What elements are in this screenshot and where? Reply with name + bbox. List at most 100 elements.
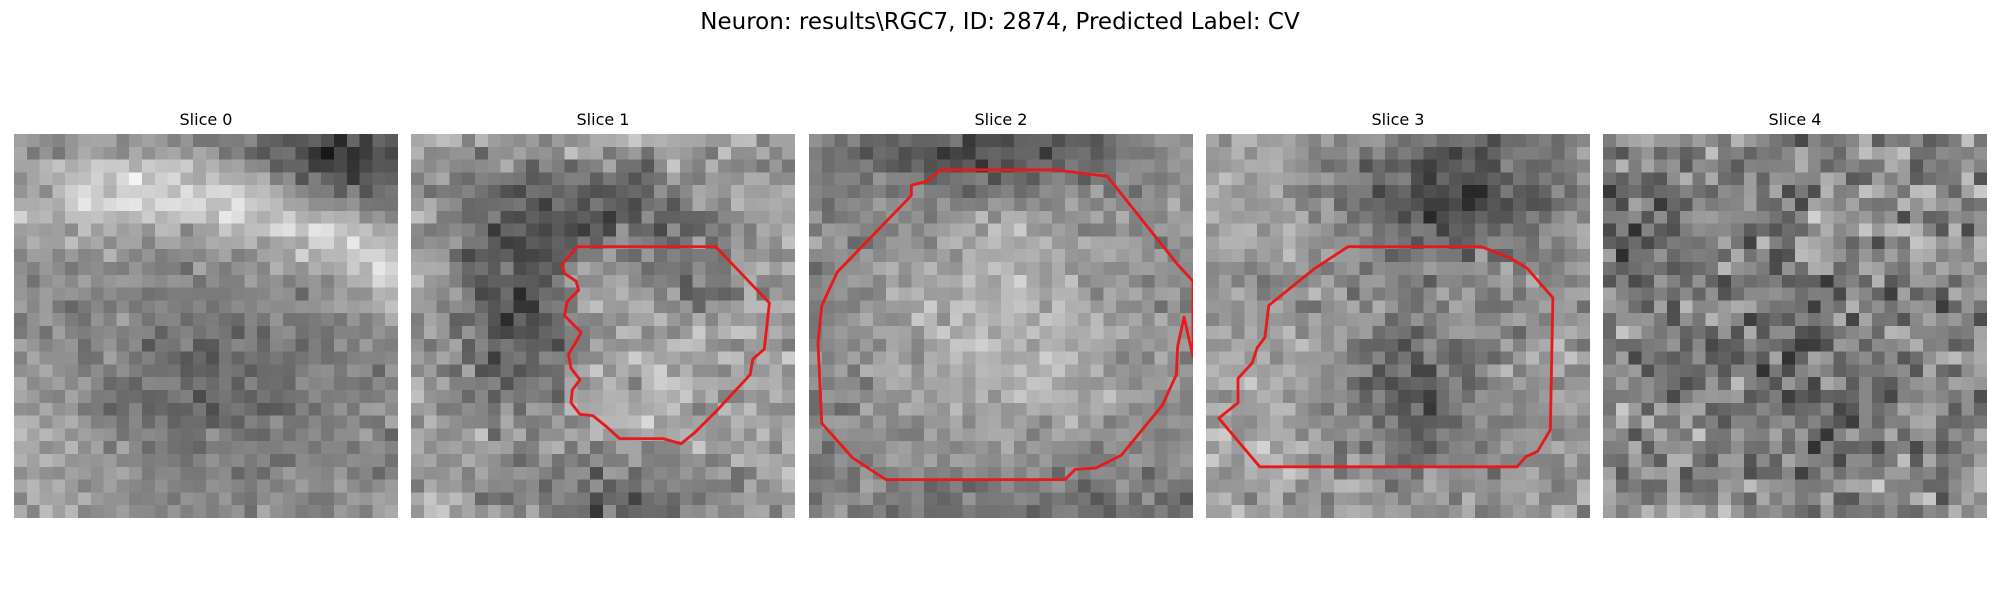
image-pixel [52,402,66,416]
image-pixel [295,326,309,340]
image-pixel [270,390,284,404]
image-pixel [1001,274,1015,288]
image-pixel [1705,300,1719,314]
image-pixel [1462,300,1476,314]
image-pixel [1782,402,1796,416]
image-pixel [1846,313,1860,327]
image-pixel [1513,402,1527,416]
image-pixel [423,390,437,404]
image-pixel [218,159,232,173]
image-pixel [937,262,951,276]
image-pixel [718,313,732,327]
image-pixel [231,390,245,404]
image-pixel [423,262,437,276]
image-pixel [834,466,848,480]
image-pixel [142,326,156,340]
image-pixel [834,402,848,416]
image-pixel [756,172,770,186]
image-pixel [924,223,938,237]
image-pixel [372,313,386,327]
image-pixel [1679,338,1693,352]
image-pixel [641,479,655,493]
image-pixel [1679,300,1693,314]
image-pixel [911,454,925,468]
image-pixel [731,441,745,455]
image-pixel [1679,185,1693,199]
image-pixel [1641,172,1655,186]
image-pixel [1756,492,1770,506]
image-pixel [718,505,732,518]
image-pixel [231,351,245,365]
image-pixel [1769,185,1783,199]
image-pixel [1782,249,1796,263]
image-pixel [142,274,156,288]
image-pixel [1948,313,1962,327]
image-pixel [1013,236,1027,250]
image-pixel [526,172,540,186]
image-pixel [1667,185,1681,199]
image-pixel [1167,364,1181,378]
image-pixel [167,185,181,199]
image-pixel [513,454,527,468]
image-pixel [1859,454,1873,468]
image-pixel [873,262,887,276]
image-pixel [898,338,912,352]
image-pixel [1270,210,1284,224]
image-pixel [1410,159,1424,173]
image-pixel [539,415,553,429]
image-pixel [475,338,489,352]
image-pixel [577,274,591,288]
image-pixel [1551,134,1565,148]
image-pixel [1398,223,1412,237]
image-pixel [1820,390,1834,404]
image-pixel [911,492,925,506]
image-pixel [1795,274,1809,288]
image-pixel [346,146,360,160]
image-pixel [860,377,874,391]
image-pixel [615,262,629,276]
image-pixel [756,454,770,468]
image-pixel [1141,428,1155,442]
image-pixel [1423,441,1437,455]
image-pixel [1487,441,1501,455]
image-pixel [1308,185,1322,199]
image-pixel [1141,441,1155,455]
image-pixel [898,377,912,391]
image-pixel [705,210,719,224]
image-pixel [654,249,668,263]
image-pixel [295,274,309,288]
image-pixel [1385,223,1399,237]
image-pixel [718,402,732,416]
image-pixel [1359,249,1373,263]
image-pixel [873,402,887,416]
image-pixel [1731,377,1745,391]
image-pixel [1359,210,1373,224]
image-pixel [1372,364,1386,378]
image-pixel [244,428,258,442]
image-pixel [1833,210,1847,224]
image-pixel [1077,390,1091,404]
slice-panel-2: Slice 2 [809,108,1193,520]
image-pixel [1795,198,1809,212]
image-pixel [487,185,501,199]
image-pixel [1692,300,1706,314]
image-pixel [1039,249,1053,263]
image-pixel [270,223,284,237]
image-pixel [1679,249,1693,263]
image-pixel [1513,300,1527,314]
image-pixel [359,505,373,518]
image-pixel [551,338,565,352]
image-pixel [539,313,553,327]
image-pixel [1001,313,1015,327]
image-pixel [78,210,92,224]
image-pixel [1795,402,1809,416]
image-pixel [1859,390,1873,404]
image-pixel [924,146,938,160]
image-pixel [743,159,757,173]
image-pixel [308,172,322,186]
image-pixel [1282,313,1296,327]
image-pixel [590,454,604,468]
image-pixel [1410,185,1424,199]
image-pixel [1641,377,1655,391]
image-pixel [65,441,79,455]
